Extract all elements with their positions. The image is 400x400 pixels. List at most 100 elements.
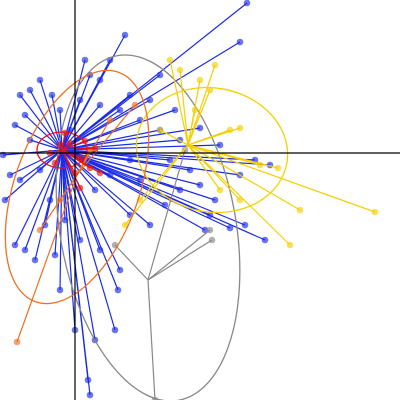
spoke bbox=[16, 174, 78, 343]
point bbox=[131, 101, 139, 109]
point bbox=[91, 144, 99, 152]
spoke bbox=[61, 149, 101, 174]
point bbox=[116, 106, 124, 114]
point bbox=[51, 159, 59, 167]
point bbox=[211, 61, 219, 69]
point bbox=[176, 66, 184, 74]
point bbox=[36, 166, 44, 174]
spoke bbox=[187, 109, 196, 146]
spoke bbox=[114, 244, 149, 281]
point bbox=[31, 256, 39, 264]
point bbox=[206, 211, 214, 219]
spoke bbox=[139, 144, 189, 201]
point bbox=[41, 221, 49, 229]
point bbox=[76, 154, 84, 162]
spoke bbox=[19, 149, 63, 181]
spoke bbox=[187, 144, 241, 201]
point bbox=[196, 124, 204, 132]
spoke bbox=[29, 139, 63, 151]
group bbox=[55, 54, 241, 400]
spoke bbox=[9, 149, 63, 176]
spoke bbox=[24, 114, 63, 151]
point bbox=[116, 266, 124, 274]
point bbox=[56, 286, 64, 294]
spoke bbox=[61, 127, 201, 151]
point bbox=[216, 186, 224, 194]
point bbox=[206, 226, 214, 234]
point bbox=[206, 86, 214, 94]
point bbox=[166, 156, 174, 164]
point bbox=[156, 126, 164, 134]
point bbox=[286, 241, 294, 249]
point bbox=[236, 124, 244, 132]
spoke bbox=[159, 129, 189, 146]
point bbox=[111, 326, 119, 334]
point bbox=[91, 186, 99, 194]
point bbox=[171, 106, 179, 114]
point bbox=[126, 156, 134, 164]
point bbox=[274, 164, 282, 172]
point bbox=[176, 186, 184, 194]
point bbox=[1, 196, 9, 204]
spoke bbox=[59, 174, 78, 201]
spoke bbox=[187, 89, 211, 146]
spoke bbox=[187, 64, 216, 146]
point bbox=[371, 208, 379, 216]
point bbox=[261, 236, 269, 244]
spoke bbox=[61, 149, 131, 216]
confidence-ellipse bbox=[4, 69, 150, 305]
point bbox=[151, 396, 159, 400]
spoke bbox=[61, 149, 96, 341]
point bbox=[126, 91, 134, 99]
point bbox=[11, 121, 19, 129]
point bbox=[196, 181, 204, 189]
point bbox=[56, 106, 64, 114]
spoke bbox=[61, 149, 206, 231]
spoke bbox=[61, 149, 211, 216]
point bbox=[121, 221, 129, 229]
point bbox=[226, 224, 234, 232]
spoke bbox=[61, 99, 151, 151]
point bbox=[196, 76, 204, 84]
spoke bbox=[61, 149, 101, 251]
point bbox=[156, 71, 164, 79]
spoke bbox=[187, 129, 231, 146]
point bbox=[243, 0, 251, 7]
point bbox=[96, 76, 104, 84]
point bbox=[56, 141, 64, 149]
spoke bbox=[124, 144, 189, 226]
point bbox=[191, 106, 199, 114]
spoke bbox=[61, 149, 81, 189]
point bbox=[146, 221, 154, 229]
point bbox=[236, 38, 244, 46]
point bbox=[36, 226, 44, 234]
point bbox=[11, 241, 19, 249]
point bbox=[76, 236, 84, 244]
point bbox=[36, 76, 44, 84]
spoke bbox=[61, 129, 71, 151]
point bbox=[66, 126, 74, 134]
point bbox=[201, 226, 209, 234]
point bbox=[236, 196, 244, 204]
point bbox=[81, 56, 89, 64]
spoke bbox=[61, 149, 76, 331]
point bbox=[51, 251, 59, 259]
spoke bbox=[24, 149, 63, 251]
point bbox=[146, 96, 154, 104]
spoke bbox=[169, 59, 189, 146]
spoke bbox=[76, 104, 136, 176]
point bbox=[26, 86, 34, 94]
point bbox=[21, 111, 29, 119]
spoke bbox=[61, 41, 241, 151]
spoke bbox=[187, 144, 301, 211]
point bbox=[86, 164, 94, 172]
spoke bbox=[61, 140, 86, 151]
point bbox=[211, 196, 219, 204]
point bbox=[96, 101, 104, 109]
point bbox=[81, 137, 89, 145]
spoke bbox=[19, 94, 63, 151]
point bbox=[6, 171, 14, 179]
spoke bbox=[147, 279, 156, 400]
spoke bbox=[61, 149, 81, 241]
